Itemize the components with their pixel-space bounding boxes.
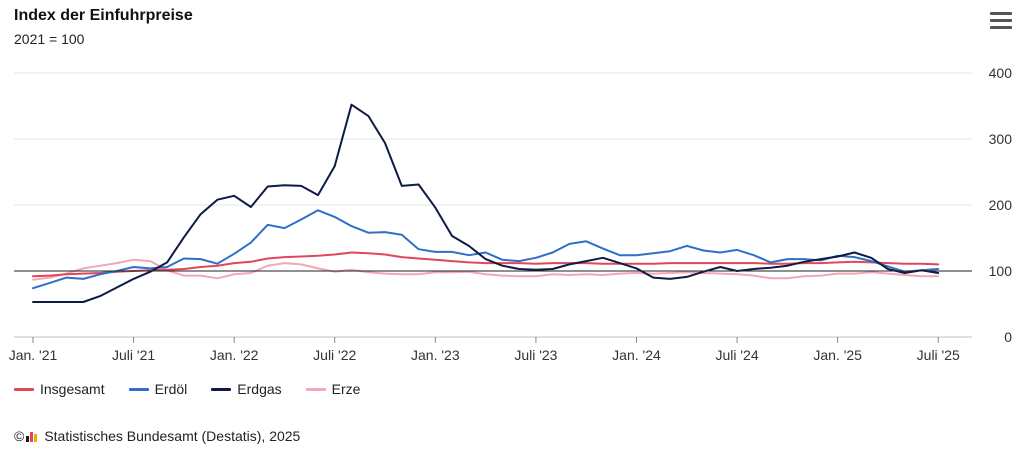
- x-tick-label: Juli '24: [715, 347, 758, 363]
- y-tick-label: 300: [989, 131, 1013, 147]
- legend-label: Insgesamt: [40, 381, 105, 397]
- chart-title: Index der Einfuhrpreise: [14, 7, 193, 24]
- menu-bar: [990, 19, 1012, 22]
- source-credit: © Statistisches Bundesamt (Destatis), 20…: [14, 428, 300, 444]
- x-tick-label: Juli '25: [917, 347, 960, 363]
- chart-subtitle: 2021 = 100: [14, 31, 85, 47]
- chart-legend: Insgesamt Erdöl Erdgas Erze: [14, 381, 384, 397]
- legend-swatch: [305, 387, 326, 391]
- x-tick-label: Juli '23: [514, 347, 557, 363]
- legend-item-erdoel[interactable]: Erdöl: [128, 381, 188, 397]
- copyright-symbol: ©: [14, 428, 25, 444]
- menu-bar: [990, 26, 1012, 29]
- series-line-erdgas: [32, 103, 940, 303]
- legend-item-insgesamt[interactable]: Insgesamt: [14, 381, 105, 397]
- credit-text: Statistisches Bundesamt (Destatis), 2025: [44, 428, 301, 444]
- series-line-insgesamt: [32, 251, 940, 278]
- destatis-logo-icon: [26, 432, 38, 442]
- x-tick-label: Jan. '23: [411, 347, 460, 363]
- y-tick-label: 400: [989, 65, 1013, 81]
- legend-label: Erdgas: [237, 381, 282, 397]
- legend-item-erdgas[interactable]: Erdgas: [211, 381, 282, 397]
- series-line-erze: [32, 258, 940, 281]
- hamburger-menu-icon[interactable]: [990, 12, 1012, 30]
- x-tick-label: Jan. '21: [9, 347, 58, 363]
- x-tick-label: Jan. '24: [612, 347, 661, 363]
- x-tick-label: Jan. '22: [210, 347, 259, 363]
- legend-swatch: [14, 387, 34, 391]
- x-tick-label: Juli '22: [313, 347, 356, 363]
- legend-swatch: [211, 387, 232, 391]
- y-tick-label: 0: [1004, 329, 1012, 345]
- legend-swatch: [128, 387, 149, 391]
- x-tick-label: Juli '21: [112, 347, 155, 363]
- y-tick-label: 200: [989, 197, 1013, 213]
- legend-label: Erze: [331, 381, 361, 397]
- series-line-erdoel: [32, 209, 940, 290]
- y-tick-label: 100: [989, 263, 1013, 279]
- x-tick-label: Jan. '25: [813, 347, 862, 363]
- legend-item-erze[interactable]: Erze: [305, 381, 361, 397]
- menu-bar: [990, 12, 1012, 15]
- legend-label: Erdöl: [154, 381, 188, 397]
